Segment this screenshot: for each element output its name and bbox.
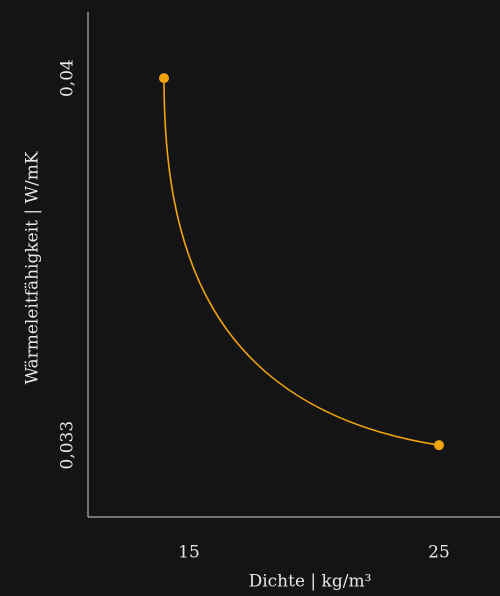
y-tick-label: 0,033 — [58, 421, 78, 470]
x-axis-title: Dichte | kg/m³ — [249, 572, 372, 592]
point — [434, 440, 444, 451]
x-tick-label: 25 — [428, 543, 450, 563]
y-axis-title: Wärmeleitfähigkeit | W/mK — [23, 151, 43, 384]
y-tick-label: 0,04 — [58, 59, 78, 97]
point — [159, 73, 169, 84]
line — [163, 78, 440, 446]
x-tick-label: 15 — [178, 543, 200, 563]
